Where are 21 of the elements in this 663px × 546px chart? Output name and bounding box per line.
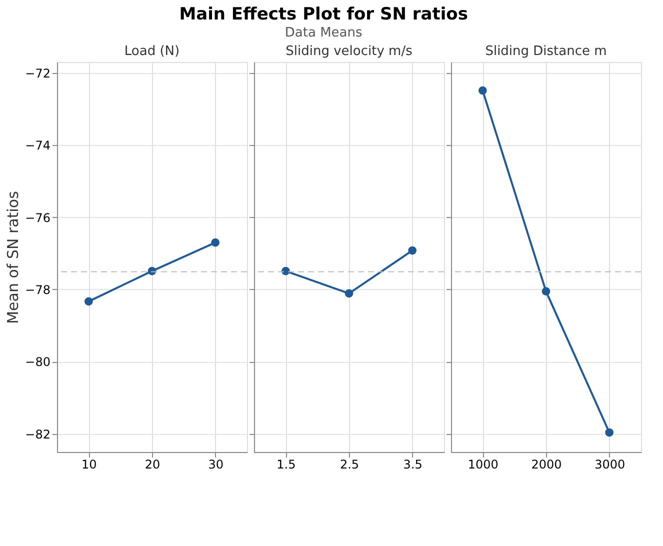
y-tick-label: −74: [25, 138, 50, 153]
x-tick-label: 2.5: [340, 458, 360, 472]
y-tick-label: −76: [25, 210, 50, 225]
y-axis-title: Mean of SN ratios: [4, 190, 22, 324]
x-tick-label: 3000: [594, 458, 626, 472]
chart-title: Sliding velocity m/s: [286, 44, 413, 59]
text: Main Effects Plot for SN ratios: [179, 4, 468, 24]
x-tick-label: 1.5: [276, 458, 296, 472]
x-tick-label: 30: [208, 458, 224, 472]
y-tick-label: −80: [25, 355, 50, 370]
y-tick-label: −78: [25, 283, 50, 297]
y-tick-label: −72: [25, 66, 50, 80]
x-tick-label: 10: [82, 458, 97, 472]
x-tick-label: 1000: [468, 458, 498, 472]
y-tick-label: −82: [25, 427, 50, 442]
x-tick-label: 20: [144, 458, 160, 472]
x-tick-label: 3.5: [403, 458, 422, 472]
chart-title: Sliding Distance m: [485, 44, 607, 59]
text: Data Means: [284, 26, 362, 40]
chart-title: Load (N): [124, 44, 180, 59]
x-tick-label: 2000: [531, 458, 562, 472]
